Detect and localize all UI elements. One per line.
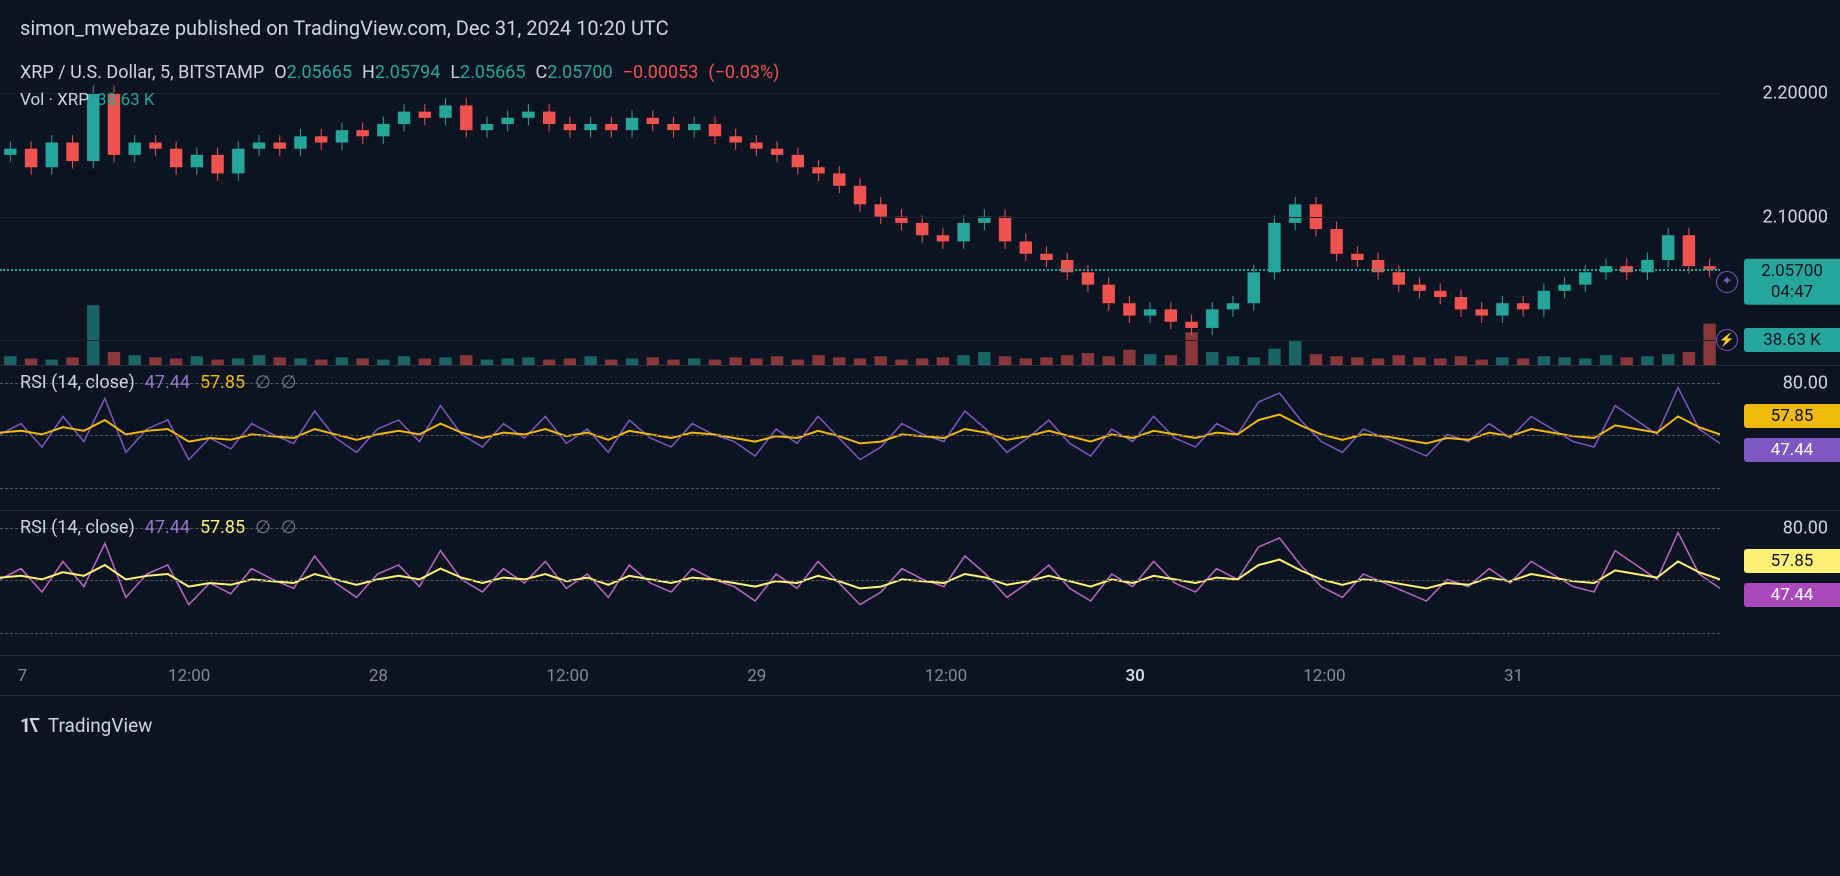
price-y-axis[interactable]: ✦ ⚡ 2.05700 04:47 38.63 K 2.200002.10000 <box>1720 56 1840 365</box>
rsi2-label: RSI (14, close) <box>20 517 135 538</box>
close-value: 2.05700 <box>547 62 612 83</box>
time-tick: 30 <box>1125 666 1144 686</box>
rsi2-tag1: 57.85 <box>1744 549 1840 573</box>
volume-value: 38.63 K <box>97 90 155 110</box>
volume-tag: 38.63 K <box>1744 328 1840 352</box>
rsi-y-tick: 80.00 <box>1783 373 1828 394</box>
current-price-line <box>0 269 1720 271</box>
rsi1-y-axis[interactable]: 57.85 47.44 80.00 <box>1720 366 1840 510</box>
price-y-tick: 2.20000 <box>1763 83 1828 104</box>
rsi1-tag1: 57.85 <box>1744 404 1840 428</box>
publish-text: simon_mwebaze published on TradingView.c… <box>20 16 669 40</box>
rsi2-value2: 57.85 <box>200 517 245 538</box>
time-tick: 12:00 <box>925 666 967 686</box>
price-y-tick: 2.10000 <box>1763 206 1828 227</box>
time-tick: 12:00 <box>546 666 588 686</box>
rsi-panel-2[interactable]: RSI (14, close) 47.44 57.85 ∅ ∅ 57.85 47… <box>0 511 1840 656</box>
time-tick: 29 <box>747 666 766 686</box>
time-axis[interactable]: 7 12:00 28 12:00 29 12:00 30 12:00 31 <box>0 656 1840 696</box>
low-value: 2.05665 <box>460 62 525 83</box>
rsi2-tag2-value: 47.44 <box>1771 585 1814 605</box>
rsi2-y-axis[interactable]: 57.85 47.44 80.00 <box>1720 511 1840 655</box>
rsi1-value1: 47.44 <box>145 372 190 393</box>
flash-icon[interactable]: ⚡ <box>1716 329 1738 351</box>
rsi1-info-row: RSI (14, close) 47.44 57.85 ∅ ∅ <box>20 372 297 393</box>
high-value: 2.05794 <box>375 62 440 83</box>
rsi1-tag2: 47.44 <box>1744 438 1840 462</box>
price-chart-area[interactable] <box>0 56 1720 365</box>
publish-header: simon_mwebaze published on TradingView.c… <box>0 0 1840 56</box>
symbol-description: XRP / U.S. Dollar, 5, BITSTAMP <box>20 62 264 83</box>
sparkle-icon[interactable]: ✦ <box>1716 271 1738 293</box>
rsi2-tag2: 47.44 <box>1744 583 1840 607</box>
time-tick: 31 <box>1504 666 1523 686</box>
price-panel[interactable]: XRP / U.S. Dollar, 5, BITSTAMP O2.05665 … <box>0 56 1840 366</box>
chart-container: XRP / U.S. Dollar, 5, BITSTAMP O2.05665 … <box>0 56 1840 696</box>
candlestick-svg <box>0 56 1720 365</box>
rsi2-value1: 47.44 <box>145 517 190 538</box>
rsi2-empty1: ∅ <box>255 517 271 538</box>
rsi2-tag1-value: 57.85 <box>1771 551 1814 571</box>
current-price-tag: 2.05700 04:47 <box>1744 258 1840 305</box>
price-tag-time: 04:47 <box>1754 282 1830 303</box>
rsi1-empty1: ∅ <box>255 372 271 393</box>
change-abs: −0.00053 <box>623 62 699 83</box>
rsi1-label: RSI (14, close) <box>20 372 135 393</box>
footer: 17 TradingView <box>0 696 1840 755</box>
rsi2-empty2: ∅ <box>281 517 297 538</box>
open-value: 2.05665 <box>287 62 352 83</box>
time-tick: 7 <box>18 666 28 686</box>
rsi-panel-1[interactable]: RSI (14, close) 47.44 57.85 ∅ ∅ 57.85 47… <box>0 366 1840 511</box>
price-tag-price: 2.05700 <box>1754 260 1830 281</box>
time-tick: 12:00 <box>168 666 210 686</box>
symbol-info-row: XRP / U.S. Dollar, 5, BITSTAMP O2.05665 … <box>20 62 779 83</box>
change-pct: (−0.03%) <box>708 62 779 83</box>
close-label: C <box>535 62 547 83</box>
volume-label: Vol · XRP <box>20 90 89 110</box>
volume-tag-value: 38.63 K <box>1763 330 1821 350</box>
rsi1-tag1-value: 57.85 <box>1771 406 1814 426</box>
high-label: H <box>362 62 375 83</box>
time-tick: 12:00 <box>1303 666 1345 686</box>
rsi1-value2: 57.85 <box>200 372 245 393</box>
rsi1-tag2-value: 47.44 <box>1771 440 1814 460</box>
rsi2-info-row: RSI (14, close) 47.44 57.85 ∅ ∅ <box>20 517 297 538</box>
time-tick: 28 <box>369 666 388 686</box>
rsi1-empty2: ∅ <box>281 372 297 393</box>
tradingview-logo-text: TradingView <box>48 714 153 737</box>
low-label: L <box>450 62 460 83</box>
tradingview-logo-icon: 17 <box>20 714 40 737</box>
volume-info-row: Vol · XRP 38.63 K <box>20 90 155 110</box>
rsi-y-tick: 80.00 <box>1783 518 1828 539</box>
open-label: O <box>274 62 286 83</box>
